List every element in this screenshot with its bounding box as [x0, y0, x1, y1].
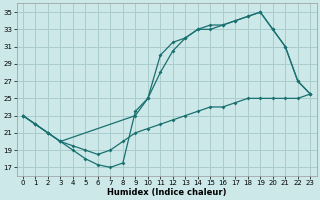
X-axis label: Humidex (Indice chaleur): Humidex (Indice chaleur) [107, 188, 226, 197]
